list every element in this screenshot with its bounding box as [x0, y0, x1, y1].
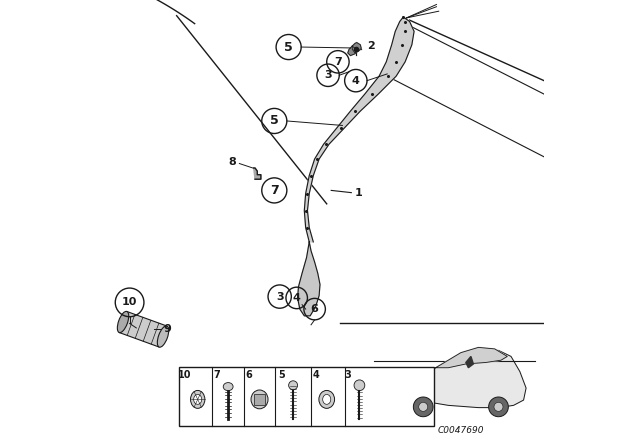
Circle shape	[354, 380, 365, 391]
Text: 7: 7	[214, 370, 220, 380]
Text: 7: 7	[334, 57, 342, 67]
Text: 4: 4	[292, 293, 301, 303]
Text: 9: 9	[163, 324, 171, 334]
Text: 3: 3	[345, 370, 351, 380]
Ellipse shape	[223, 383, 233, 391]
Text: C0047690: C0047690	[438, 426, 484, 435]
Polygon shape	[348, 46, 358, 56]
Text: 3: 3	[324, 70, 332, 80]
Text: 6: 6	[245, 370, 252, 380]
Text: 4: 4	[312, 370, 319, 380]
Text: 2: 2	[367, 41, 375, 51]
Text: 5: 5	[284, 40, 293, 54]
Circle shape	[494, 402, 503, 411]
Text: 4: 4	[352, 76, 360, 86]
Text: 3: 3	[276, 292, 284, 302]
Polygon shape	[352, 43, 361, 53]
Polygon shape	[253, 168, 261, 179]
Text: 5: 5	[278, 370, 285, 380]
Text: 10: 10	[122, 297, 138, 307]
Ellipse shape	[191, 390, 205, 409]
Text: 7: 7	[270, 184, 278, 197]
Circle shape	[289, 381, 298, 390]
Ellipse shape	[157, 326, 169, 347]
Polygon shape	[436, 347, 508, 368]
Ellipse shape	[319, 390, 335, 409]
Text: 8: 8	[228, 157, 237, 167]
Text: 5: 5	[270, 114, 278, 128]
Text: 10: 10	[177, 370, 191, 380]
Bar	[179, 367, 434, 426]
Circle shape	[488, 397, 508, 417]
Polygon shape	[466, 357, 474, 368]
Polygon shape	[401, 350, 526, 408]
Ellipse shape	[251, 390, 268, 409]
Ellipse shape	[194, 395, 202, 404]
Text: 6: 6	[310, 304, 319, 314]
Bar	[254, 394, 265, 405]
Polygon shape	[305, 17, 414, 242]
Polygon shape	[298, 242, 320, 316]
Ellipse shape	[323, 395, 331, 404]
Circle shape	[413, 397, 433, 417]
Text: 1: 1	[355, 188, 363, 198]
Ellipse shape	[117, 311, 129, 332]
Polygon shape	[119, 311, 167, 347]
Circle shape	[419, 402, 428, 411]
